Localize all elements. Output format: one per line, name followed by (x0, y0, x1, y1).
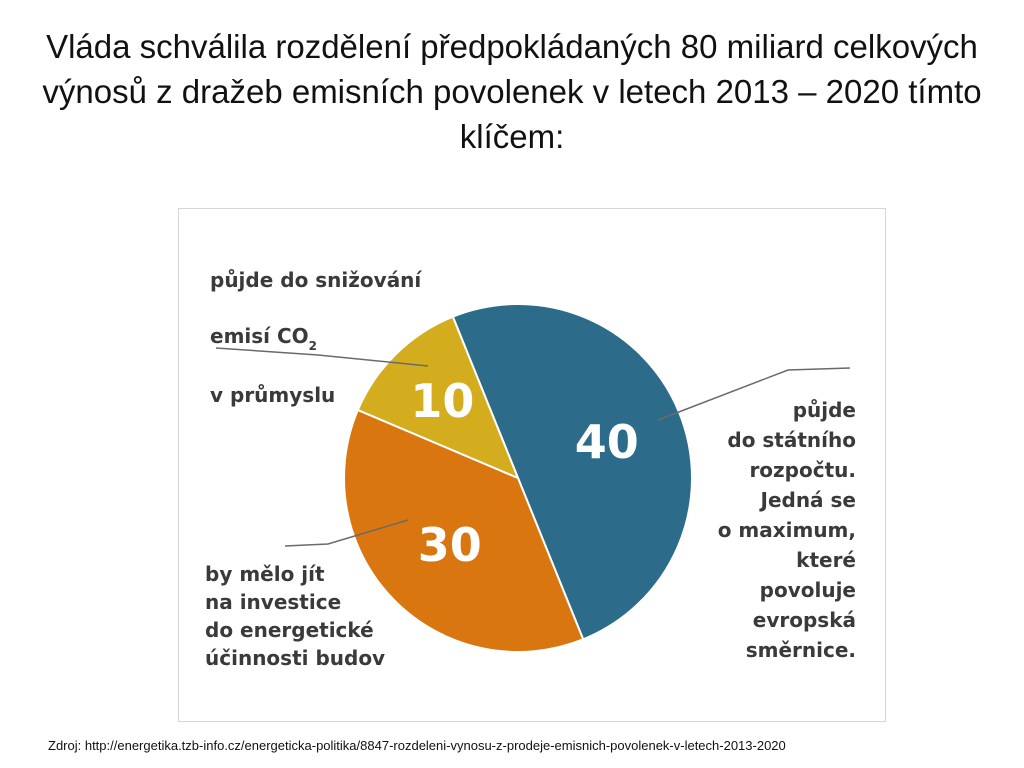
leader-line-bottom (284, 519, 409, 547)
pie-slices (343, 303, 693, 653)
slide-title: Vláda schválila rozdělení předpokládanýc… (42, 28, 982, 155)
leader-lines (215, 347, 851, 547)
callout-industry-line3: v průmyslu (210, 383, 336, 407)
callout-industry: půjde do snižování emisí CO2 v průmyslu (210, 238, 421, 437)
pie-slice-40 (451, 303, 693, 641)
pie-slice-30 (343, 408, 585, 653)
callout-state-budget: půjde do státního rozpočtu. Jedná se o m… (717, 398, 856, 662)
source-citation: Zdroj: http://energetika.tzb-info.cz/ene… (48, 738, 786, 753)
pie-value-labels: 40 30 10 (410, 374, 638, 572)
callout-buildings: by mělo jít na investice do energetické … (205, 562, 386, 670)
pie-value-label-30: 30 (418, 518, 482, 572)
leader-line-top (215, 347, 429, 367)
callout-industry-line1: půjde do snižování (210, 268, 422, 292)
co2-subscript: 2 (308, 339, 318, 353)
leader-line-right (657, 367, 851, 421)
pie-chart: 40 30 10 (215, 303, 851, 653)
callout-industry-line2: emisí CO2 (210, 322, 421, 353)
pie-value-label-40: 40 (575, 415, 639, 469)
callout-industry-line2-text: emisí CO (210, 324, 309, 348)
pie-value-label-10: 10 (410, 374, 474, 428)
pie-slice-10 (356, 315, 520, 480)
